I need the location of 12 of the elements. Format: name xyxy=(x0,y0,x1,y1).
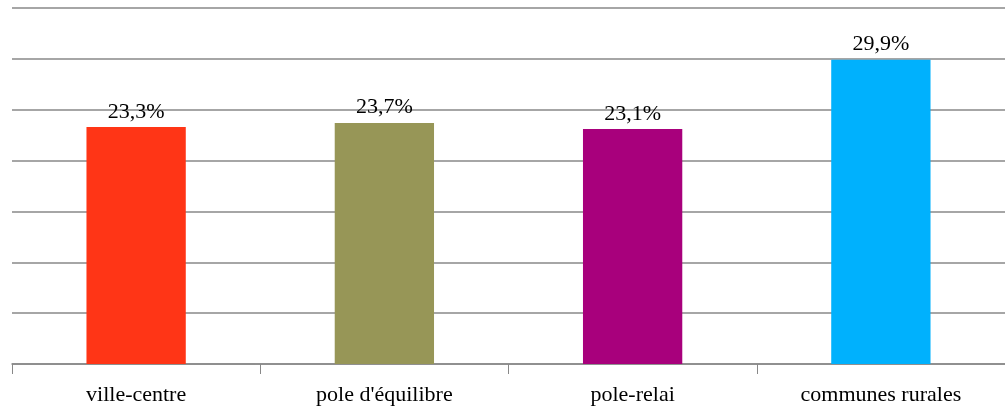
data-label: 23,3% xyxy=(107,97,165,123)
data-label: 29,9% xyxy=(852,30,910,56)
x-tick-label: pole d'équilibre xyxy=(316,380,453,406)
data-label: 23,7% xyxy=(355,93,413,119)
x-tick-label: communes rurales xyxy=(800,380,962,406)
data-label: 23,1% xyxy=(604,99,662,125)
bar xyxy=(831,59,931,364)
bar xyxy=(86,127,186,364)
x-tick-label: ville-centre xyxy=(86,380,187,406)
bar xyxy=(334,122,435,364)
x-tick-label: pole-relai xyxy=(590,380,675,406)
bar xyxy=(582,129,683,364)
